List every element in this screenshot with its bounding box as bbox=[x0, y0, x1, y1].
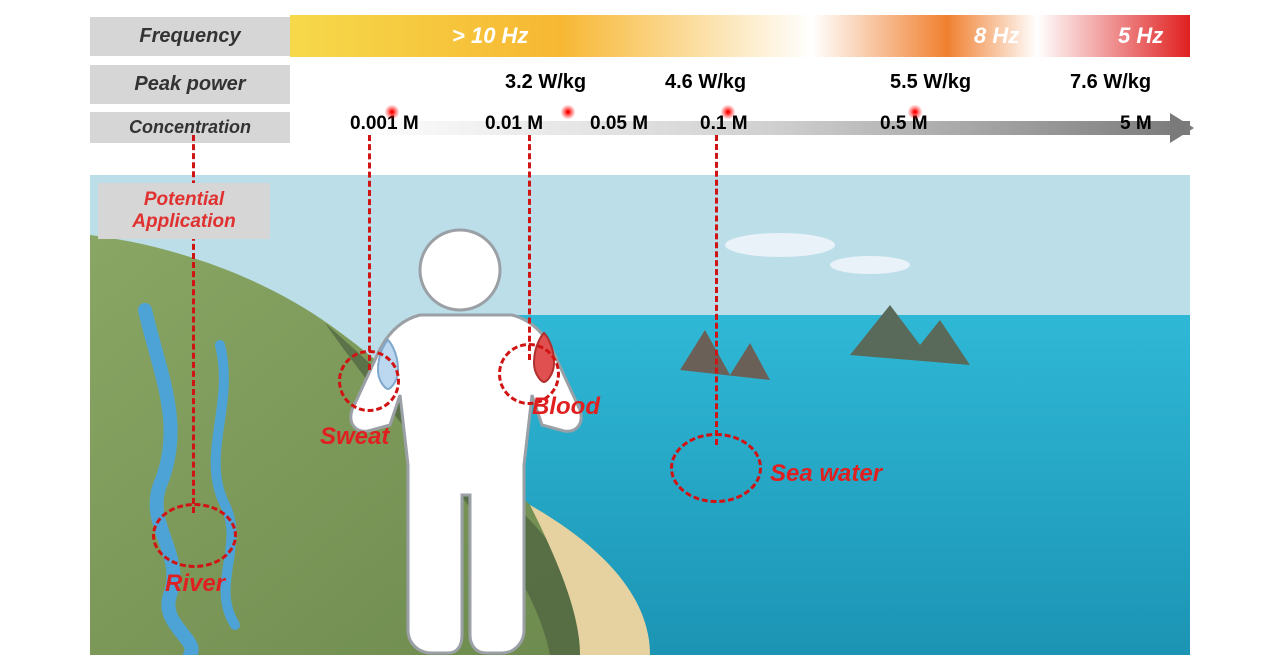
connector-ring-sweat bbox=[338, 350, 400, 412]
source-label-seawater: Sea water bbox=[770, 460, 882, 488]
concentration-gradient-bar bbox=[350, 121, 1190, 135]
peak-power-value: 4.6 W/kg bbox=[665, 71, 746, 94]
peak-power-label: Peak power bbox=[90, 65, 290, 104]
concentration-marker bbox=[908, 105, 922, 119]
illustration-panel: Potential Application River Sweat Blood Sea… bbox=[90, 175, 1190, 655]
infographic-container: Frequency > 10 Hz 8 Hz 5 Hz Peak power 3.2… bbox=[90, 15, 1190, 657]
scene-svg bbox=[90, 175, 1190, 655]
peak-power-value: 5.5 W/kg bbox=[890, 71, 971, 94]
connector-line-seawater bbox=[715, 135, 718, 445]
connector-line-blood bbox=[528, 135, 531, 360]
connector-ring-river bbox=[152, 503, 237, 568]
frequency-value: 5 Hz bbox=[1118, 23, 1163, 49]
connector-ring-seawater bbox=[670, 433, 762, 503]
source-label-river: River bbox=[165, 570, 225, 598]
source-label-sweat: Sweat bbox=[320, 423, 389, 451]
concentration-value: 0.001 M bbox=[350, 113, 419, 135]
arrowhead-icon bbox=[1170, 113, 1194, 143]
frequency-value: > 10 Hz bbox=[452, 23, 528, 49]
peak-power-value: 3.2 W/kg bbox=[505, 71, 586, 94]
concentration-arrow: 0.001 M0.01 M0.05 M0.1 M0.5 M5 M bbox=[290, 115, 1190, 139]
concentration-label: Concentration bbox=[90, 112, 290, 143]
concentration-value: 5 M bbox=[1120, 113, 1152, 135]
connector-line-sweat bbox=[368, 135, 371, 370]
cloud-icon bbox=[725, 233, 835, 257]
concentration-value: 0.05 M bbox=[590, 113, 648, 135]
frequency-value: 8 Hz bbox=[974, 23, 1019, 49]
cloud-icon bbox=[830, 256, 910, 274]
peak-power-values: 3.2 W/kg 4.6 W/kg 5.5 W/kg 7.6 W/kg bbox=[290, 63, 1190, 105]
frequency-row: Frequency > 10 Hz 8 Hz 5 Hz bbox=[90, 15, 1190, 57]
peak-power-value: 7.6 W/kg bbox=[1070, 71, 1151, 94]
frequency-label: Frequency bbox=[90, 17, 290, 56]
concentration-marker bbox=[721, 105, 735, 119]
peak-power-row: Peak power 3.2 W/kg 4.6 W/kg 5.5 W/kg 7.6 W… bbox=[90, 63, 1190, 105]
potential-application-label: Potential Application bbox=[98, 183, 270, 239]
concentration-marker bbox=[561, 105, 575, 119]
concentration-row: Concentration 0.001 M0.01 M0.05 M0.1 M0.… bbox=[90, 111, 1190, 143]
source-label-blood: Blood bbox=[532, 393, 600, 421]
concentration-marker bbox=[385, 105, 399, 119]
frequency-bar: > 10 Hz 8 Hz 5 Hz bbox=[290, 15, 1190, 57]
concentration-value: 0.01 M bbox=[485, 113, 543, 135]
